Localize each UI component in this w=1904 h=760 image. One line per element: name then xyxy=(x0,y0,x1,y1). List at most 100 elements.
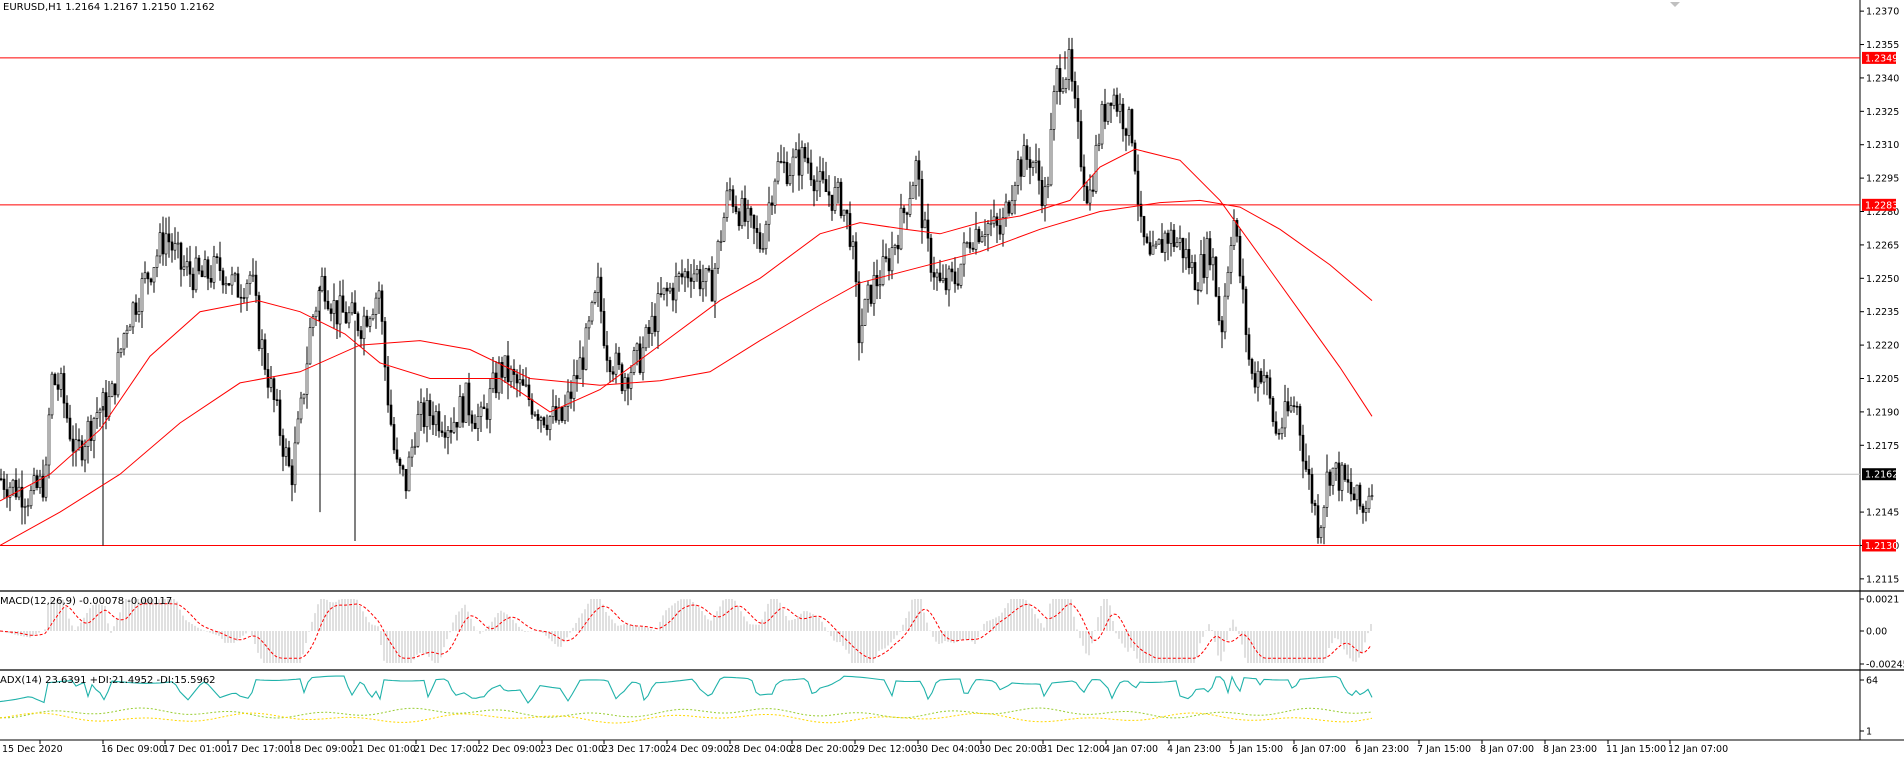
candle-bull xyxy=(1355,484,1359,501)
candle-bull xyxy=(800,146,804,176)
candle-bear xyxy=(1130,109,1134,144)
candle-bear xyxy=(527,384,531,400)
candle-bear xyxy=(785,162,789,185)
candle-bull xyxy=(584,327,588,370)
candle-bull xyxy=(563,405,567,421)
candle-bull xyxy=(212,256,216,283)
candle-bear xyxy=(62,373,66,404)
candle-bear xyxy=(467,382,471,416)
candle-bull xyxy=(245,283,249,299)
candle-bull xyxy=(1088,189,1092,204)
candle-bull xyxy=(683,271,687,278)
candle-bear xyxy=(1343,464,1347,480)
candle-bear xyxy=(1328,471,1332,486)
price-candles xyxy=(0,37,1374,546)
price-tick-label: 1.2355 xyxy=(1866,40,1899,51)
candle-bull xyxy=(8,486,12,498)
candle-bear xyxy=(1037,160,1041,181)
candle-bull xyxy=(1223,295,1227,333)
candle-bull xyxy=(296,418,300,444)
candle-bull xyxy=(314,310,318,318)
candle-bull xyxy=(746,207,750,222)
candle-bull xyxy=(704,268,708,282)
candle-bear xyxy=(839,181,843,216)
candle-bull xyxy=(815,180,819,192)
candle-bull xyxy=(86,420,90,447)
candle-bear xyxy=(806,157,810,164)
candle-bear xyxy=(929,237,933,273)
candle-bear xyxy=(77,439,81,442)
candle-bull xyxy=(851,241,855,247)
candle-bear xyxy=(1313,503,1317,506)
time-tick-label: 23 Dec 01:00 xyxy=(540,744,604,755)
candle-bull xyxy=(1043,186,1047,207)
candle-bear xyxy=(998,225,1002,235)
candle-bull xyxy=(374,297,378,315)
candle-bear xyxy=(461,396,465,423)
time-tick-label: 7 Jan 15:00 xyxy=(1417,744,1471,755)
candle-bear xyxy=(803,146,807,159)
candle-bear xyxy=(1019,159,1023,177)
candle-bear xyxy=(200,270,204,278)
candle-bull xyxy=(980,236,984,243)
candle-bear xyxy=(179,242,183,270)
candle-bear xyxy=(14,479,18,498)
candle-bull xyxy=(1127,109,1131,136)
macd-tick-label: 0.0021 xyxy=(1866,595,1899,606)
candle-bull xyxy=(38,475,42,488)
candle-bear xyxy=(995,216,999,226)
candle-bear xyxy=(749,207,753,216)
candle-bear xyxy=(926,219,930,239)
candle-bear xyxy=(263,339,267,370)
candle-bull xyxy=(557,407,561,421)
time-tick-label: 28 Dec 04:00 xyxy=(728,744,792,755)
candle-bear xyxy=(611,371,615,375)
time-tick-label: 18 Dec 09:00 xyxy=(289,744,353,755)
candle-bear xyxy=(422,402,426,428)
candle-bull xyxy=(1184,249,1188,259)
candle-bull xyxy=(776,161,780,182)
candle-bull xyxy=(1331,467,1335,486)
candle-bear xyxy=(1352,493,1356,501)
price-tick-label: 1.2295 xyxy=(1866,174,1899,185)
candle-bull xyxy=(1157,239,1161,245)
candle-bull xyxy=(644,327,648,349)
candle-bear xyxy=(485,408,489,420)
candle-bear xyxy=(1217,295,1221,321)
candle-bear xyxy=(287,447,291,467)
candle-bull xyxy=(1022,145,1026,177)
candle-bull xyxy=(716,241,720,269)
candle-bull xyxy=(965,242,969,244)
candle-bull xyxy=(1061,88,1065,93)
candle-bull xyxy=(23,506,27,508)
candle-bear xyxy=(1295,405,1299,408)
candle-bear xyxy=(68,417,72,440)
candle-bear xyxy=(344,312,348,324)
candle-bear xyxy=(428,400,432,416)
macd-tick-label: -0.00245 xyxy=(1866,660,1904,671)
candle-bull xyxy=(407,456,411,492)
horizontal-levels[interactable] xyxy=(0,57,1860,546)
candle-bear xyxy=(0,478,3,480)
candle-bear xyxy=(1109,102,1113,106)
candle-bear xyxy=(1115,94,1119,112)
candle-bear xyxy=(710,270,714,302)
level-label: 1.2349 xyxy=(1865,53,1898,64)
candle-bull xyxy=(719,240,723,243)
candle-bear xyxy=(440,430,444,433)
candle-bear xyxy=(146,272,150,280)
candle-bull xyxy=(524,384,528,387)
candle-bear xyxy=(1310,474,1314,504)
candle-bear xyxy=(500,362,504,378)
candle-bull xyxy=(1232,220,1236,246)
candle-bear xyxy=(380,290,384,322)
time-tick-label: 6 Jan 23:00 xyxy=(1355,744,1409,755)
time-tick-label: 4 Jan 07:00 xyxy=(1104,744,1158,755)
candle-bull xyxy=(488,388,492,420)
candle-bear xyxy=(80,440,84,461)
candle-bear xyxy=(620,364,624,392)
candle-bull xyxy=(497,362,501,394)
